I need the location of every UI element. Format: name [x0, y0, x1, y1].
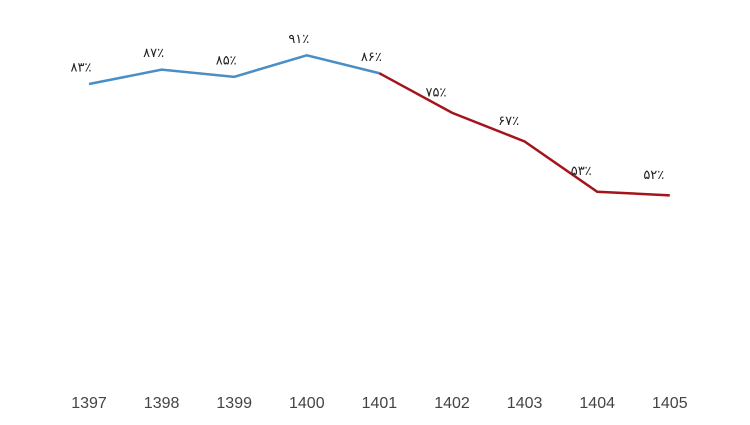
value-label: ۸۳٪ — [71, 61, 92, 76]
x-tick-label: 1403 — [507, 395, 543, 412]
x-tick-label: 1397 — [71, 395, 107, 412]
value-label: ۹۱٪ — [288, 32, 309, 47]
value-label: ۵۳٪ — [571, 164, 592, 179]
x-tick-label: 1399 — [216, 395, 252, 412]
line — [88, 54, 380, 86]
value-label: ۵۲٪ — [643, 168, 664, 183]
value-label: ۸۶٪ — [361, 50, 382, 65]
value-label: ۸۵٪ — [216, 53, 237, 68]
value-label: ۷۵٪ — [426, 85, 447, 100]
value-label: ۸۷٪ — [143, 46, 164, 61]
x-tick-label: 1398 — [144, 395, 180, 412]
x-tick-label: 1400 — [289, 395, 325, 412]
x-tick-label: 1402 — [434, 395, 470, 412]
x-tick-label: 1405 — [652, 395, 688, 412]
value-label: ۶۷٪ — [498, 114, 519, 129]
x-tick-label: 1401 — [362, 395, 398, 412]
x-tick-label: 1404 — [579, 395, 615, 412]
line — [378, 72, 670, 197]
